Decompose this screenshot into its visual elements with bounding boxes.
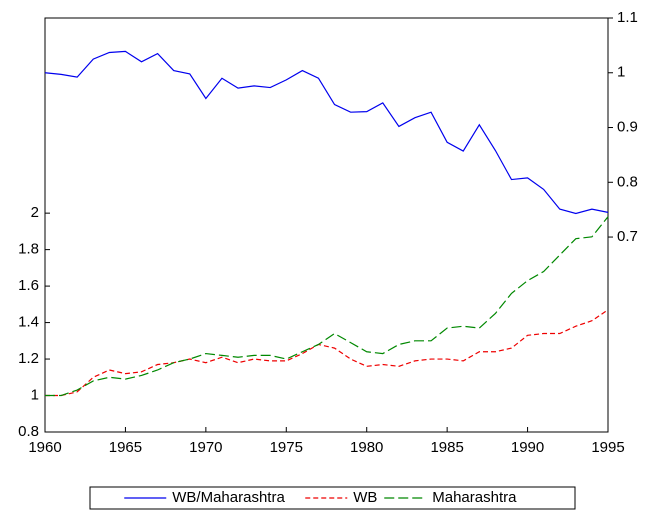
y-tick-label: 1.2 <box>18 350 39 367</box>
y2-tick-label: 0.9 <box>617 118 638 135</box>
y-tick-label: 0.8 <box>18 423 39 440</box>
series-line <box>45 309 609 397</box>
legend-label: Maharashtra <box>432 489 517 506</box>
x-tick-label: 1995 <box>591 439 624 456</box>
y2-tick-label: 0.7 <box>617 228 638 245</box>
y-tick-label: 1 <box>31 386 39 403</box>
y-tick-label: 1.4 <box>18 314 39 331</box>
series-line <box>44 50 609 215</box>
legend-label: WB/Maharashtra <box>172 489 285 506</box>
x-tick-label: 1990 <box>511 439 544 456</box>
y2-tick-label: 1 <box>617 64 625 81</box>
x-tick-label: 1965 <box>109 439 142 456</box>
plot-frame <box>44 17 609 433</box>
legend-label: WB <box>353 489 377 506</box>
y-tick-label: 2 <box>31 204 39 221</box>
series-line <box>45 216 609 397</box>
x-tick-label: 1980 <box>350 439 383 456</box>
x-tick-label: 1985 <box>430 439 463 456</box>
x-tick-label: 1960 <box>28 439 61 456</box>
y-tick-label: 1.8 <box>18 241 39 258</box>
y2-tick-label: 1.1 <box>617 9 638 26</box>
x-tick-label: 1975 <box>270 439 303 456</box>
x-tick-label: 1970 <box>189 439 222 456</box>
y2-tick-label: 0.8 <box>617 173 638 190</box>
y-tick-label: 1.6 <box>18 277 39 294</box>
legend-box <box>89 486 576 510</box>
